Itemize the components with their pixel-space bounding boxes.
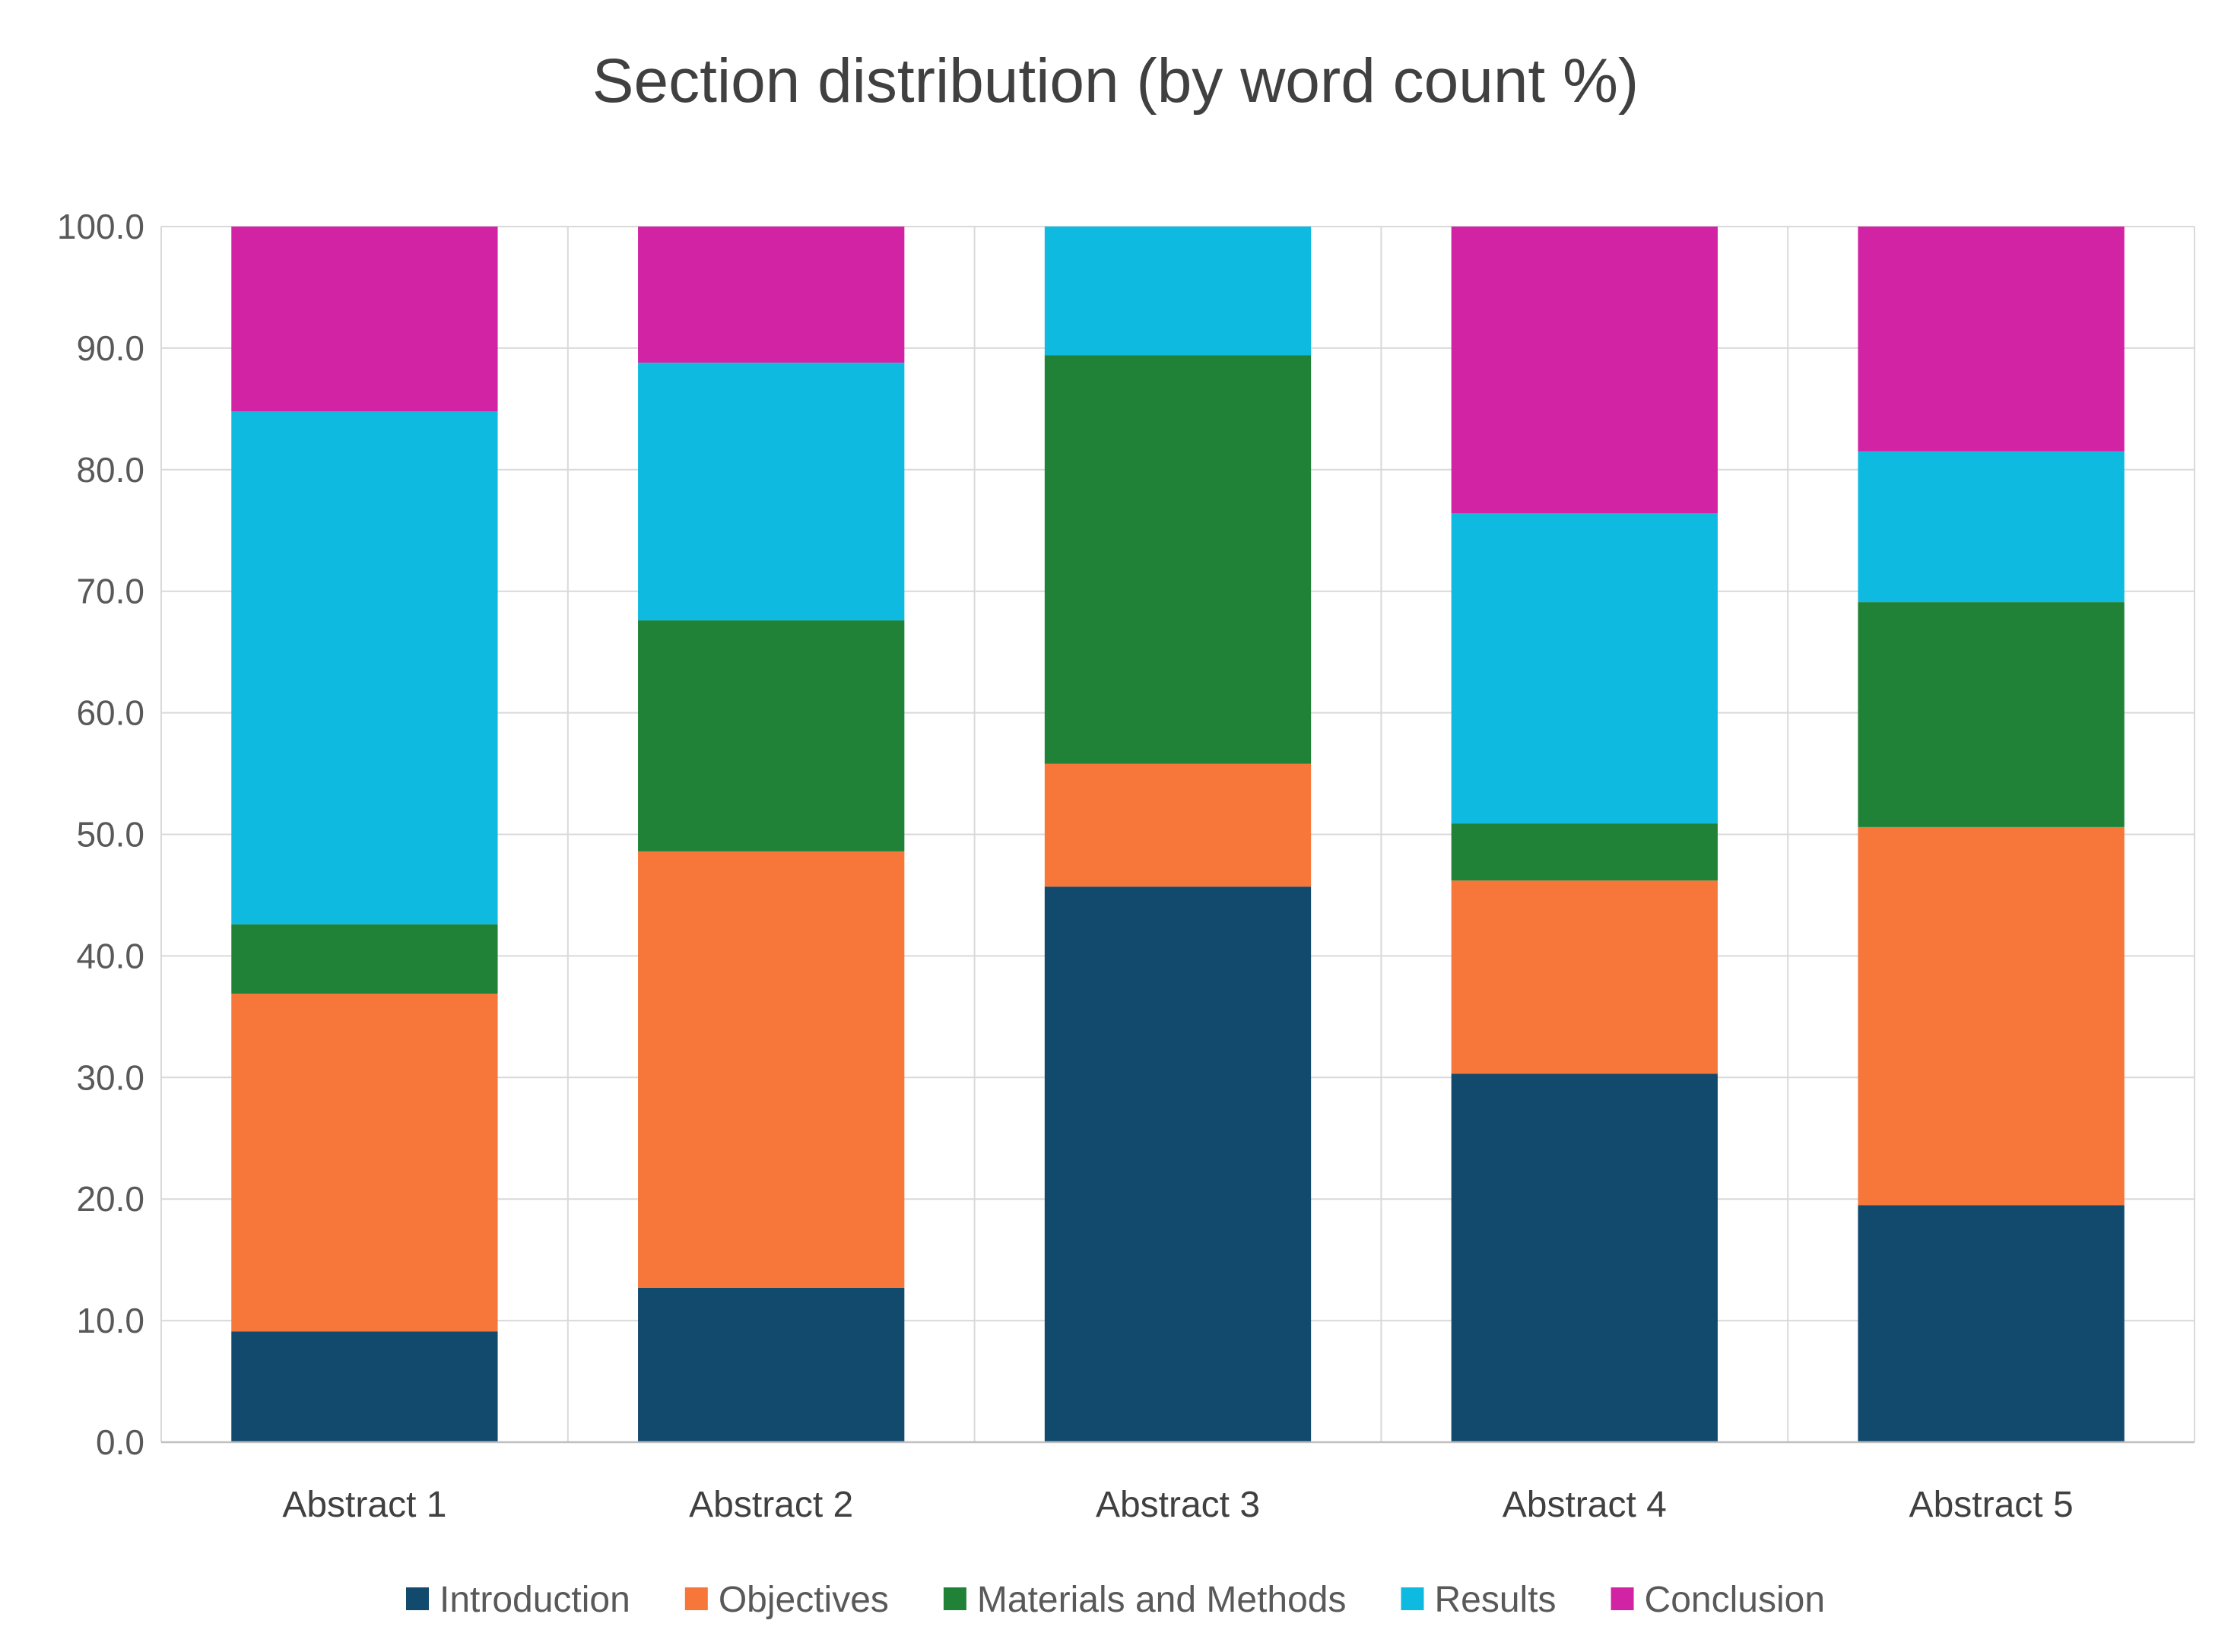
legend-label: Materials and Methods — [977, 1580, 1347, 1620]
y-tick-label: 20.0 — [76, 1179, 144, 1219]
bar-segment-introduction — [1044, 886, 1312, 1442]
legend-item-objectives: Objectives — [684, 1580, 889, 1620]
y-axis-tick-labels: 0.0 10.0 20.0 30.0 40.0 50.0 60.0 70.0 80.0 90.0 1… — [57, 207, 144, 1462]
y-tick-label: 10.0 — [76, 1301, 144, 1340]
y-tick-label: 50.0 — [76, 815, 144, 855]
bar-segment-conclusion — [1858, 227, 2125, 452]
y-tick-label: 80.0 — [76, 450, 144, 490]
y-tick-label: 30.0 — [76, 1057, 144, 1097]
y-tick-label: 70.0 — [76, 572, 144, 611]
legend-label: Results — [1434, 1580, 1556, 1620]
bar-segment-objectives — [638, 851, 905, 1288]
x-category-label: Abstract 5 — [1909, 1485, 2074, 1525]
x-axis-category-labels: Abstract 1 Abstract 2 Abstract 3 Abstract 4… — [282, 1485, 2073, 1525]
bar-segment-introduction — [1451, 1073, 1718, 1442]
bar-segment-results — [1858, 451, 2125, 603]
y-tick-label: 60.0 — [76, 693, 144, 733]
legend-item-materials-and-methods: Materials and Methods — [943, 1580, 1347, 1620]
bar-segment-objectives — [1451, 880, 1718, 1074]
bar-segment-materials-and-methods — [1451, 823, 1718, 881]
legend-swatch — [405, 1587, 429, 1610]
legend: Introduction Objectives Materials and Meth… — [405, 1580, 1825, 1620]
bar-segment-results — [638, 363, 905, 621]
bar-segment-materials-and-methods — [1044, 355, 1312, 764]
bar-segment-objectives — [1858, 826, 2125, 1206]
bar-segment-introduction — [638, 1287, 905, 1442]
y-tick-label: 100.0 — [57, 207, 144, 246]
bar-segment-materials-and-methods — [1858, 602, 2125, 827]
y-tick-label: 0.0 — [96, 1422, 144, 1462]
bars — [231, 227, 2125, 1442]
bar-segment-conclusion — [231, 227, 498, 412]
bar-segment-results — [231, 411, 498, 924]
legend-item-introduction: Introduction — [405, 1580, 630, 1620]
x-category-label: Abstract 4 — [1503, 1485, 1667, 1525]
legend-item-results: Results — [1401, 1580, 1557, 1620]
legend-item-conclusion: Conclusion — [1611, 1580, 1825, 1620]
legend-swatch — [1401, 1587, 1424, 1610]
bar-segment-materials-and-methods — [231, 924, 498, 994]
bar-segment-objectives — [231, 993, 498, 1332]
bar-segment-materials-and-methods — [638, 620, 905, 851]
bar-segment-results — [1451, 513, 1718, 824]
chart-title: Section distribution (by word count %) — [592, 46, 1639, 116]
y-tick-label: 90.0 — [76, 328, 144, 368]
legend-label: Conclusion — [1645, 1580, 1825, 1620]
bar-segment-introduction — [1858, 1205, 2125, 1442]
bar-segment-objectives — [1044, 763, 1312, 887]
x-category-label: Abstract 2 — [689, 1485, 853, 1525]
bar-segment-conclusion — [638, 227, 905, 363]
y-tick-label: 40.0 — [76, 936, 144, 975]
x-category-label: Abstract 3 — [1096, 1485, 1260, 1525]
legend-swatch — [684, 1587, 708, 1610]
bar-segment-conclusion — [1451, 227, 1718, 514]
bar-segment-introduction — [231, 1331, 498, 1442]
legend-label: Introduction — [440, 1580, 630, 1620]
bar-segment-results — [1044, 227, 1312, 356]
x-category-label: Abstract 1 — [282, 1485, 446, 1525]
legend-label: Objectives — [719, 1580, 889, 1620]
legend-swatch — [1611, 1587, 1634, 1610]
legend-swatch — [943, 1587, 966, 1610]
